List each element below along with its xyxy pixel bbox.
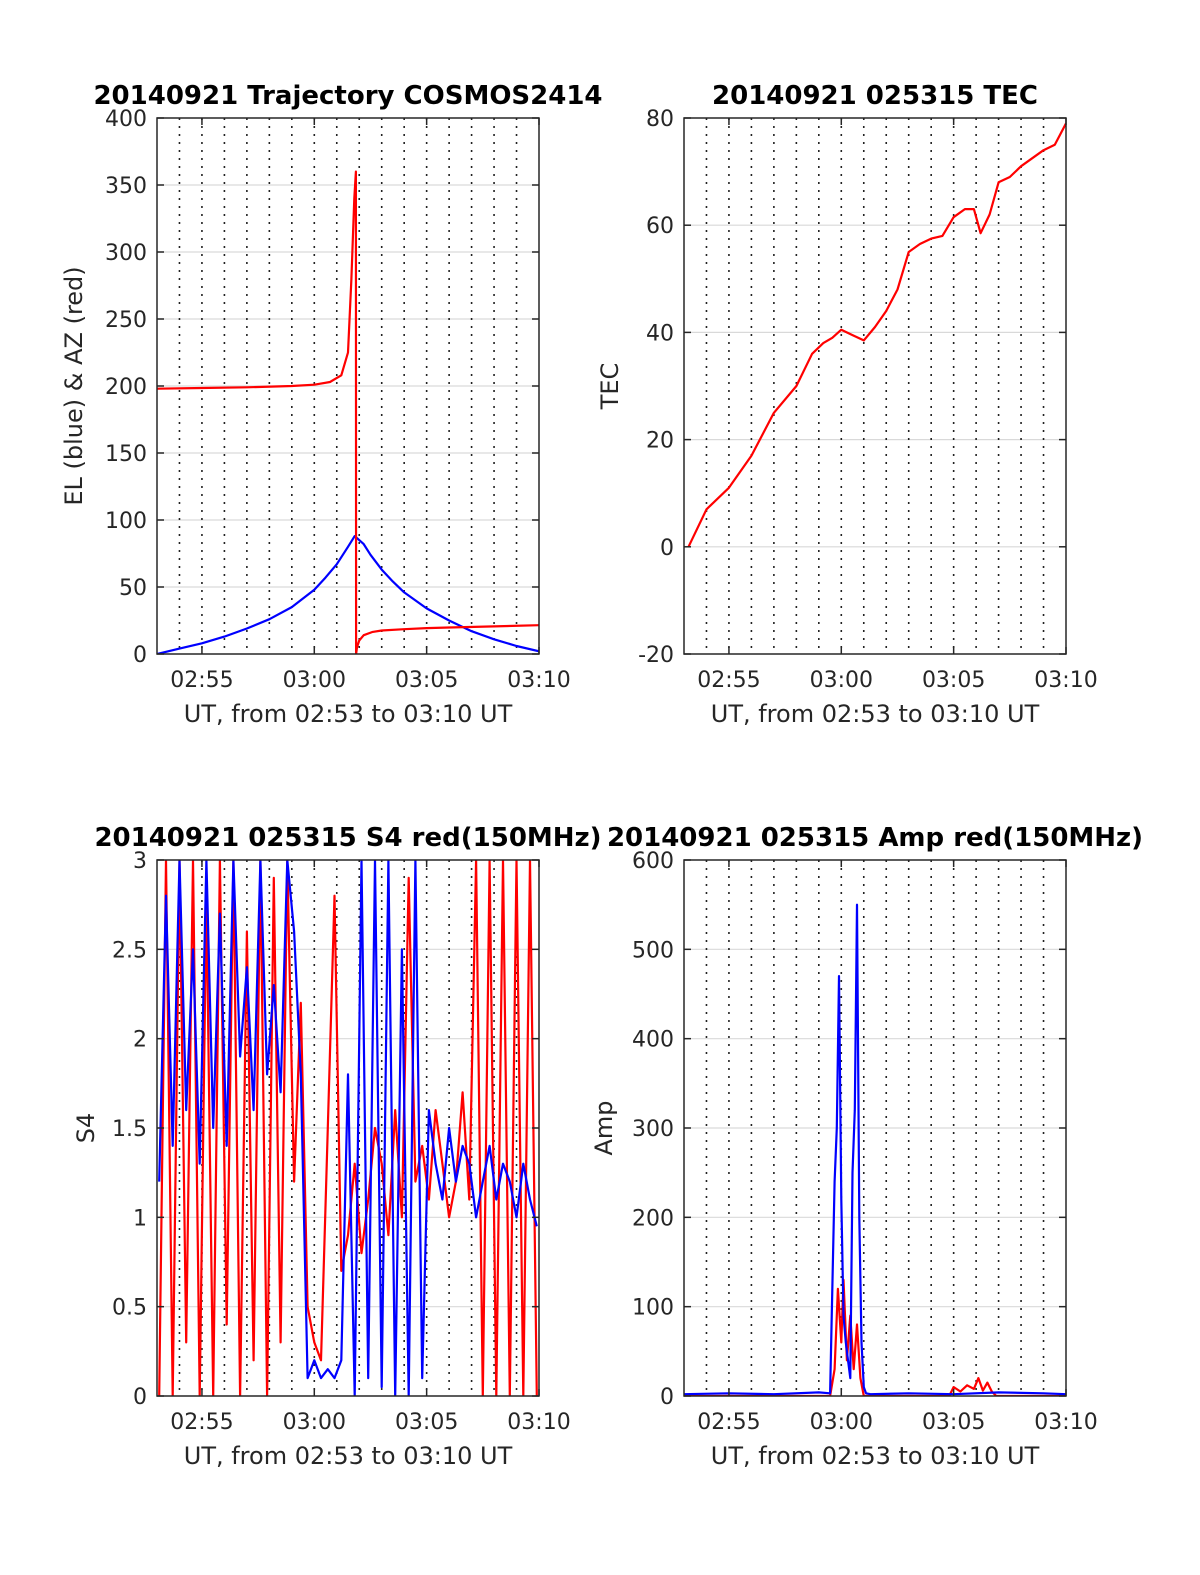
- y-tick-label: 100: [632, 1296, 674, 1321]
- panel-s4: 0 0.5 1 1.5 2 2.5 3 02:55 03:00 03:05 03:10 2014092…: [72, 823, 602, 1470]
- x-tick-label: 03:10: [507, 1410, 570, 1435]
- y-tick-label: 200: [105, 375, 147, 400]
- y-tick-label: 80: [646, 107, 674, 132]
- y-tick-label: 60: [646, 214, 674, 239]
- y-axis-label: Amp: [590, 1100, 618, 1155]
- x-axis-label: UT, from 02:53 to 03:10 UT: [711, 700, 1040, 728]
- y-tick-label: 300: [105, 241, 147, 266]
- x-tick-label: 03:00: [810, 1410, 873, 1435]
- series-line-0: [157, 534, 539, 654]
- x-tick-label: 03:10: [507, 668, 570, 693]
- x-axis-label: UT, from 02:53 to 03:10 UT: [711, 1442, 1040, 1470]
- y-tick-label: 2: [133, 1028, 147, 1053]
- x-tick-label: 02:55: [697, 668, 760, 693]
- x-tick-label: 03:05: [922, 1410, 985, 1435]
- x-tick-label: 03:05: [395, 1410, 458, 1435]
- y-tick-label: 400: [105, 107, 147, 132]
- chart-title: 20140921 025315 Amp red(150MHz): [607, 823, 1143, 853]
- y-tick-label: 350: [105, 174, 147, 199]
- panel-trajectory: 0 50 100 150 200 250 300 350 400 02:55 03:00 03:05 0…: [60, 81, 603, 728]
- y-tick-label: 250: [105, 308, 147, 333]
- panel-tec: -20 0 20 40 60 80 02:55 03:00 03:05 03:10 20140921…: [596, 81, 1098, 728]
- plot-frame: [683, 117, 1067, 655]
- x-tick-label: 03:10: [1034, 668, 1097, 693]
- y-tick-label: 400: [632, 1028, 674, 1053]
- series-line-0: [684, 1278, 1066, 1396]
- y-tick-label: 1.5: [112, 1117, 147, 1142]
- x-tick-label: 02:55: [697, 1410, 760, 1435]
- x-tick-label: 03:00: [283, 668, 346, 693]
- y-tick-label: 3: [133, 849, 147, 874]
- y-tick-label: 20: [646, 429, 674, 454]
- chart-title: 20140921 Trajectory COSMOS2414: [93, 81, 602, 111]
- y-axis-label: S4: [72, 1113, 100, 1144]
- y-tick-label: 100: [105, 509, 147, 534]
- x-tick-label: 02:55: [170, 1410, 233, 1435]
- x-tick-label: 03:05: [395, 668, 458, 693]
- y-tick-label: 600: [632, 849, 674, 874]
- chart-title: 20140921 025315 S4 red(150MHz): [94, 823, 601, 853]
- series-line-1: [157, 170, 539, 654]
- x-tick-label: 03:00: [810, 668, 873, 693]
- x-tick-label: 02:55: [170, 668, 233, 693]
- series-line-0: [687, 122, 1066, 548]
- y-tick-label: 150: [105, 442, 147, 467]
- y-tick-label: 1: [133, 1206, 147, 1231]
- x-tick-label: 03:05: [922, 668, 985, 693]
- y-tick-label: 0: [660, 1385, 674, 1410]
- x-tick-label: 03:10: [1034, 1410, 1097, 1435]
- series-line-1: [684, 903, 1066, 1396]
- y-tick-label: 0.5: [112, 1296, 147, 1321]
- series-line-1: [158, 860, 538, 1396]
- y-tick-label: 0: [133, 643, 147, 668]
- y-tick-label: 300: [632, 1117, 674, 1142]
- y-tick-label: 40: [646, 321, 674, 346]
- x-axis-label: UT, from 02:53 to 03:10 UT: [184, 700, 513, 728]
- y-axis-label: EL (blue) & AZ (red): [60, 266, 88, 505]
- y-tick-label: 0: [660, 536, 674, 561]
- y-tick-label: 200: [632, 1206, 674, 1231]
- y-tick-label: 0: [133, 1385, 147, 1410]
- chart-title: 20140921 025315 TEC: [712, 81, 1038, 111]
- y-tick-label: 500: [632, 938, 674, 963]
- x-axis-label: UT, from 02:53 to 03:10 UT: [184, 1442, 513, 1470]
- y-tick-label: 50: [119, 576, 147, 601]
- panel-amp: 0 100 200 300 400 500 600 02:55 03:00 03:05 03:10 2…: [590, 823, 1143, 1470]
- x-tick-label: 03:00: [283, 1410, 346, 1435]
- y-tick-label: -20: [638, 643, 674, 668]
- y-axis-label: TEC: [596, 363, 624, 411]
- y-tick-label: 2.5: [112, 938, 147, 963]
